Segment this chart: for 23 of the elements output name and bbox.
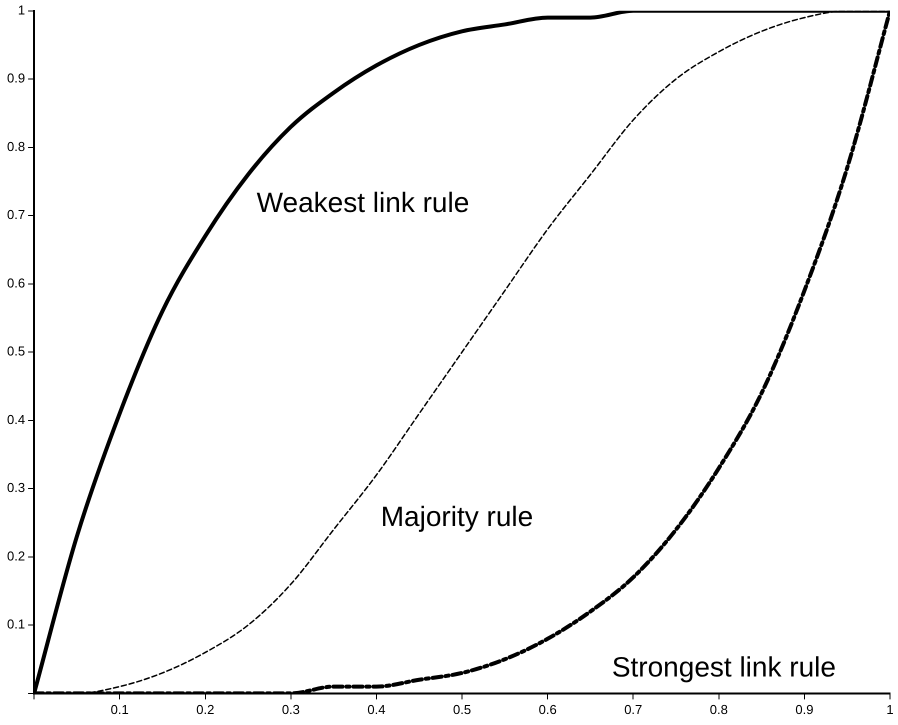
x-tick-label: 0.4 xyxy=(367,702,386,717)
y-tick-label: 0.7 xyxy=(6,207,26,222)
x-tick-label: 0.3 xyxy=(282,702,300,717)
x-tick-label: 0.7 xyxy=(624,702,642,717)
y-tick-label: 0.1 xyxy=(6,616,26,632)
x-tick-label: 0.1 xyxy=(110,702,129,717)
y-tick-label: 0.5 xyxy=(6,344,26,359)
x-tick-label: 0.8 xyxy=(710,702,728,717)
x-tick-label: 1 xyxy=(886,702,894,717)
series-label: Weakest link rule xyxy=(256,187,470,218)
series-label: Majority rule xyxy=(380,501,534,532)
y-tick-label: 0.8 xyxy=(6,138,26,154)
x-tick-label: 0.6 xyxy=(538,702,557,717)
y-tick-label: 0.3 xyxy=(6,480,26,496)
y-tick-label: 0.6 xyxy=(6,275,26,290)
y-tick-label: 0.2 xyxy=(6,548,26,564)
series-label: Strongest link rule xyxy=(612,651,836,682)
y-tick-label: 1 xyxy=(18,2,26,18)
y-tick-label: 0.9 xyxy=(6,70,26,86)
x-tick-label: 0.5 xyxy=(452,702,472,717)
x-tick-label: 0.9 xyxy=(795,702,814,717)
y-tick-label: 0.4 xyxy=(6,412,26,427)
x-tick-label: 0.2 xyxy=(196,702,214,717)
